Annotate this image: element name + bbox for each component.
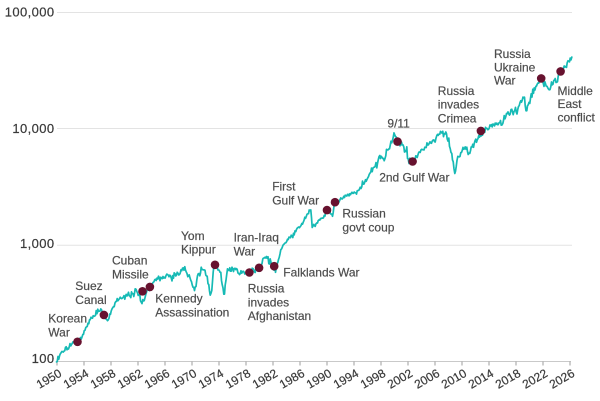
svg-text:Gulf War: Gulf War <box>272 193 319 207</box>
svg-text:Afghanistan: Afghanistan <box>248 309 311 323</box>
svg-text:First: First <box>272 179 296 193</box>
svg-text:Russia: Russia <box>494 47 531 61</box>
svg-text:9/11: 9/11 <box>387 116 410 130</box>
svg-text:invades: invades <box>248 296 289 310</box>
svg-text:Falklands War: Falklands War <box>283 265 359 279</box>
svg-text:invades: invades <box>438 98 479 112</box>
svg-text:Crimea: Crimea <box>438 111 477 125</box>
svg-text:2nd Gulf War: 2nd Gulf War <box>379 171 449 185</box>
svg-text:War: War <box>48 326 70 340</box>
svg-text:100: 100 <box>32 351 55 366</box>
svg-text:conflict: conflict <box>558 111 596 125</box>
svg-text:Yom: Yom <box>181 229 205 243</box>
svg-text:War: War <box>494 74 516 88</box>
svg-text:Assassination: Assassination <box>155 305 229 319</box>
svg-text:War: War <box>234 244 256 258</box>
svg-text:Ukraine: Ukraine <box>494 60 536 74</box>
svg-text:Kippur: Kippur <box>181 243 216 257</box>
svg-text:Missile: Missile <box>112 268 149 282</box>
svg-text:Russia: Russia <box>438 84 475 98</box>
svg-text:Russia: Russia <box>248 282 285 296</box>
svg-text:Korean: Korean <box>48 312 87 326</box>
svg-text:Russian: Russian <box>342 206 385 220</box>
svg-text:Canal: Canal <box>75 293 106 307</box>
svg-text:govt coup: govt coup <box>342 221 394 235</box>
svg-text:Iran-Iraq: Iran-Iraq <box>234 231 279 245</box>
svg-text:Suez: Suez <box>75 279 102 293</box>
svg-text:10,000: 10,000 <box>12 121 54 136</box>
svg-text:100,000: 100,000 <box>5 5 55 20</box>
svg-text:East: East <box>558 97 583 111</box>
svg-text:Kennedy: Kennedy <box>155 292 202 306</box>
svg-text:Cuban: Cuban <box>112 254 147 268</box>
svg-text:Middle: Middle <box>558 84 594 98</box>
svg-text:1,000: 1,000 <box>20 236 55 251</box>
